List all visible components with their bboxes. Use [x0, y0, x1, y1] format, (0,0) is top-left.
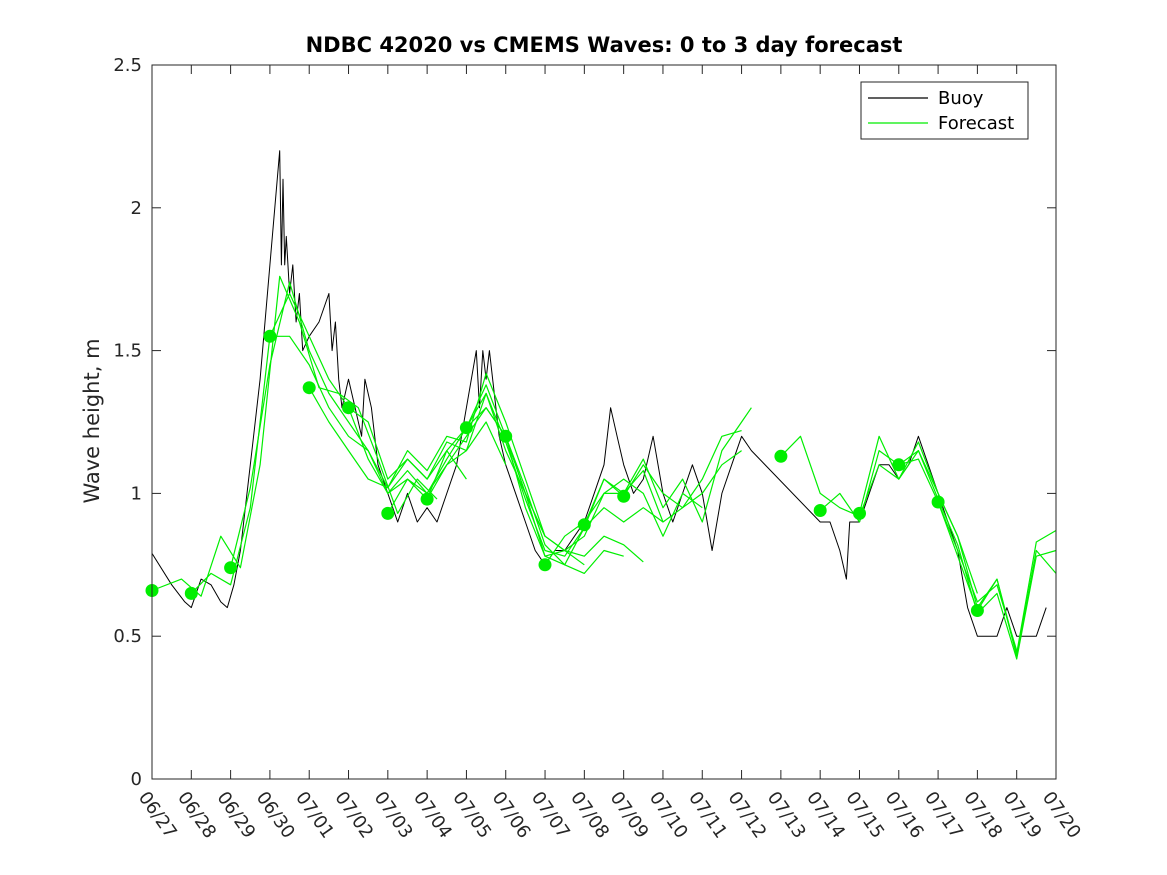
forecast-marker: [538, 558, 552, 572]
x-tick-label: 07/18: [959, 788, 1006, 843]
x-tick-label: 07/08: [566, 788, 613, 843]
forecast-series-line: [465, 407, 703, 557]
forecast-marker: [892, 458, 906, 472]
forecast-series-line: [308, 372, 585, 566]
forecast-marker: [420, 492, 434, 506]
plot-area: [145, 150, 1057, 660]
y-tick-label: 1: [131, 483, 142, 504]
x-tick-label: 07/15: [841, 788, 888, 843]
legend-box: [860, 81, 1029, 140]
forecast-marker: [381, 506, 395, 520]
forecast-marker: [931, 495, 945, 509]
x-tick-label: 07/09: [606, 788, 653, 843]
x-tick-label: 07/19: [999, 788, 1046, 843]
forecast-marker: [970, 604, 984, 617]
forecast-marker: [499, 429, 513, 443]
chart-title: NDBC 42020 vs CMEMS Waves: 0 to 3 day fo…: [306, 33, 903, 57]
x-tick-label: 07/13: [763, 788, 810, 843]
y-tick-label: 2: [131, 198, 142, 219]
axes-frame: [151, 64, 1057, 780]
forecast-series-line: [347, 384, 624, 574]
forecast-marker: [577, 518, 591, 532]
x-tick-label: 07/12: [724, 788, 771, 843]
forecast-marker: [459, 421, 473, 435]
forecast-marker: [774, 449, 788, 463]
legend-buoy-label: Buoy: [938, 88, 984, 109]
forecast-marker: [302, 381, 316, 395]
y-tick-label: 0.5: [113, 626, 142, 647]
forecast-marker: [263, 329, 277, 343]
forecast-series-line: [190, 292, 467, 594]
forecast-marker: [617, 489, 631, 503]
x-tick-label: 06/28: [173, 788, 220, 843]
x-tick-label: 07/17: [920, 788, 967, 843]
forecast-series-line: [151, 275, 438, 597]
legend-forecast-label: Forecast: [938, 113, 1014, 134]
x-tick-label: 07/14: [802, 788, 849, 843]
forecast-series-line: [544, 407, 752, 566]
forecast-series-line: [387, 407, 644, 563]
x-tick-label: 07/04: [409, 788, 456, 843]
y-tick-label: 1.5: [113, 341, 142, 362]
y-tick-label: 0: [131, 769, 142, 790]
forecast-series-line: [583, 430, 742, 526]
forecast-series-line: [898, 450, 1057, 660]
x-tick-label: 07/20: [1038, 788, 1085, 843]
legend: Buoy Forecast: [860, 81, 1029, 140]
x-tick-label: 07/16: [881, 788, 928, 843]
forecast-series-line: [937, 501, 1057, 654]
forecast-series-line: [269, 335, 546, 537]
x-tick-label: 06/27: [134, 788, 181, 843]
x-tick-label: 07/07: [527, 788, 574, 843]
x-tick-label: 07/02: [330, 788, 377, 843]
forecast-marker: [224, 561, 238, 575]
y-axis-label: Wave height, m: [80, 338, 104, 503]
forecast-marker: [342, 401, 355, 415]
x-tick-label: 07/05: [448, 788, 495, 843]
x-tick-label: 06/30: [252, 788, 299, 843]
buoy-series-line: [151, 150, 1047, 637]
x-tick-label: 07/10: [645, 788, 692, 843]
forecast-marker: [184, 586, 198, 600]
y-axis: 0 0.5 1 1.5 2 2.5: [113, 55, 1056, 790]
forecast-series-line: [858, 435, 1057, 657]
forecast-marker: [813, 504, 827, 517]
x-tick-label: 07/01: [291, 788, 338, 843]
x-tick-label: 07/03: [370, 788, 417, 843]
x-tick-label: 06/29: [213, 788, 260, 843]
forecast-marker: [853, 506, 866, 520]
x-tick-label: 07/06: [488, 788, 535, 843]
y-tick-label: 2.5: [113, 55, 142, 76]
x-tick-label: 07/11: [684, 788, 731, 843]
forecast-series-line: [819, 450, 1018, 651]
